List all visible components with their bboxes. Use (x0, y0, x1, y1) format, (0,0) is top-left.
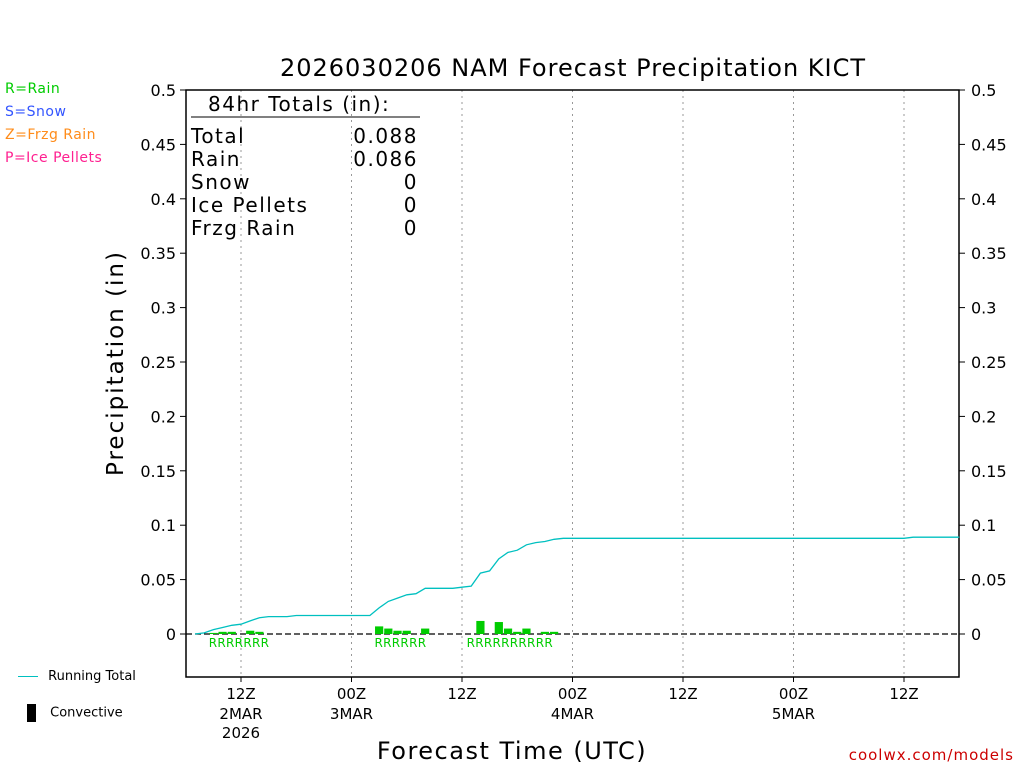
rain-bar (503, 628, 513, 634)
y-tick-label-right: 0 (971, 625, 981, 644)
y-tick-label-right: 0.05 (971, 571, 1007, 590)
legend-frzg-rain: Z=Frzg Rain (5, 127, 97, 143)
convective-legend-label: Convective (50, 705, 123, 721)
y-tick-label-right: 0.3 (971, 299, 996, 318)
legend-convective: Convective (27, 704, 123, 722)
credit-link[interactable]: coolwx.com/models (848, 746, 1014, 764)
rain-bar (421, 628, 430, 634)
legend-snow: S=Snow (5, 104, 67, 120)
running-total-line (194, 536, 960, 635)
running-total-legend-label: Running Total (48, 669, 136, 684)
rain-bar (227, 631, 236, 634)
y-tick-label-left: 0.15 (140, 462, 176, 481)
y-tick-label-left: 0.05 (140, 571, 176, 590)
y-tick-label-left: 0.3 (151, 299, 176, 318)
convective-swatch (27, 704, 36, 722)
vertical-gridlines (240, 90, 905, 677)
y-tick-label-right: 0.25 (971, 353, 1007, 372)
y-tick-label-left: 0.25 (140, 353, 176, 372)
y-tick-label-right: 0.35 (971, 244, 1007, 263)
x-tick-year-label: 2026 (222, 724, 260, 742)
y-tick-label-right: 0.2 (971, 407, 996, 426)
rain-bar (402, 630, 411, 634)
y-tick-label-right: 0.5 (971, 81, 996, 100)
rain-bar (540, 631, 549, 634)
running-total-swatch (18, 676, 38, 677)
rain-bar (218, 631, 227, 634)
x-tick-label: 12Z (447, 685, 476, 703)
x-tick-label: 00Z (558, 685, 587, 703)
precip-type-markers: RRRRRRR RRRRRR RRRRRRRRRR (209, 636, 553, 650)
rain-bar (513, 631, 522, 634)
rain-bar (246, 630, 255, 634)
totals-box: 84hr Totals (in): Total 0.088 Rain 0.086 Snow… (190, 92, 420, 240)
y-tick-label-left: 0.1 (151, 516, 176, 535)
rain-bar (494, 622, 503, 634)
x-tick-label: 00Z (337, 685, 366, 703)
x-tick-date-label: 5MAR (772, 705, 815, 723)
y-tick-label-left: 0.5 (151, 81, 176, 100)
y-tick-label-left: 0.4 (151, 190, 176, 209)
totals-row-value: 0 (404, 170, 418, 194)
x-tick-label: 12Z (889, 685, 918, 703)
x-axis-label: Forecast Time (UTC) (377, 737, 647, 765)
rain-bar (375, 626, 384, 634)
rain-bar (255, 631, 264, 634)
y-tick-label-left: 0.45 (140, 135, 176, 154)
precip-type-label: RRRRRR (375, 636, 427, 650)
totals-row-label: Snow (191, 170, 251, 194)
y-tick-label-right: 0.4 (971, 190, 996, 209)
rain-bars (209, 620, 559, 634)
chart-title: 2026030206 NAM Forecast Precipitation KI… (280, 54, 866, 82)
rain-bar (522, 628, 531, 634)
precip-type-label: RRRRRRR (209, 636, 269, 650)
y-tick-label-left: 0 (166, 625, 176, 644)
totals-row-label: Total (190, 124, 245, 148)
x-tick-date-label: 3MAR (330, 705, 373, 723)
totals-row-label: Rain (191, 147, 241, 171)
y-tick-label-right: 0.15 (971, 462, 1007, 481)
rain-bar (549, 631, 559, 634)
totals-row-label: Ice Pellets (191, 193, 308, 217)
totals-row-value: 0.088 (353, 124, 418, 148)
precip-type-label: RRRRRRRRRR (467, 636, 553, 650)
legend-ice-pellets: P=Ice Pellets (5, 150, 103, 166)
legend-rain: R=Rain (5, 81, 61, 97)
totals-row-value: 0 (404, 193, 418, 217)
totals-header: 84hr Totals (in): (208, 92, 390, 116)
x-tick-date-label: 4MAR (551, 705, 594, 723)
rain-bar (384, 628, 393, 634)
rain-bar (476, 620, 485, 634)
legend-running-total: Running Total (18, 669, 136, 684)
totals-row-value: 0.086 (353, 147, 418, 171)
y-tick-label-right: 0.45 (971, 135, 1007, 154)
y-tick-label-left: 0.35 (140, 244, 176, 263)
totals-row-value: 0 (404, 216, 418, 240)
y-axis-ticks: 0.5 0.5 0.45 0.45 0.4 0.4 0.35 0.35 0.3 0.3 0.25 0.… (140, 81, 1006, 644)
x-tick-label: 12Z (226, 685, 255, 703)
y-tick-label-right: 0.1 (971, 516, 996, 535)
y-axis-label: Precipitation (in) (103, 250, 129, 476)
x-tick-date-label: 2MAR (219, 705, 262, 723)
rain-bar (209, 632, 218, 634)
x-tick-label: 00Z (779, 685, 808, 703)
x-tick-label: 12Z (668, 685, 697, 703)
rain-bar (393, 630, 402, 634)
y-tick-label-left: 0.2 (151, 407, 176, 426)
totals-row-label: Frzg Rain (191, 216, 296, 240)
